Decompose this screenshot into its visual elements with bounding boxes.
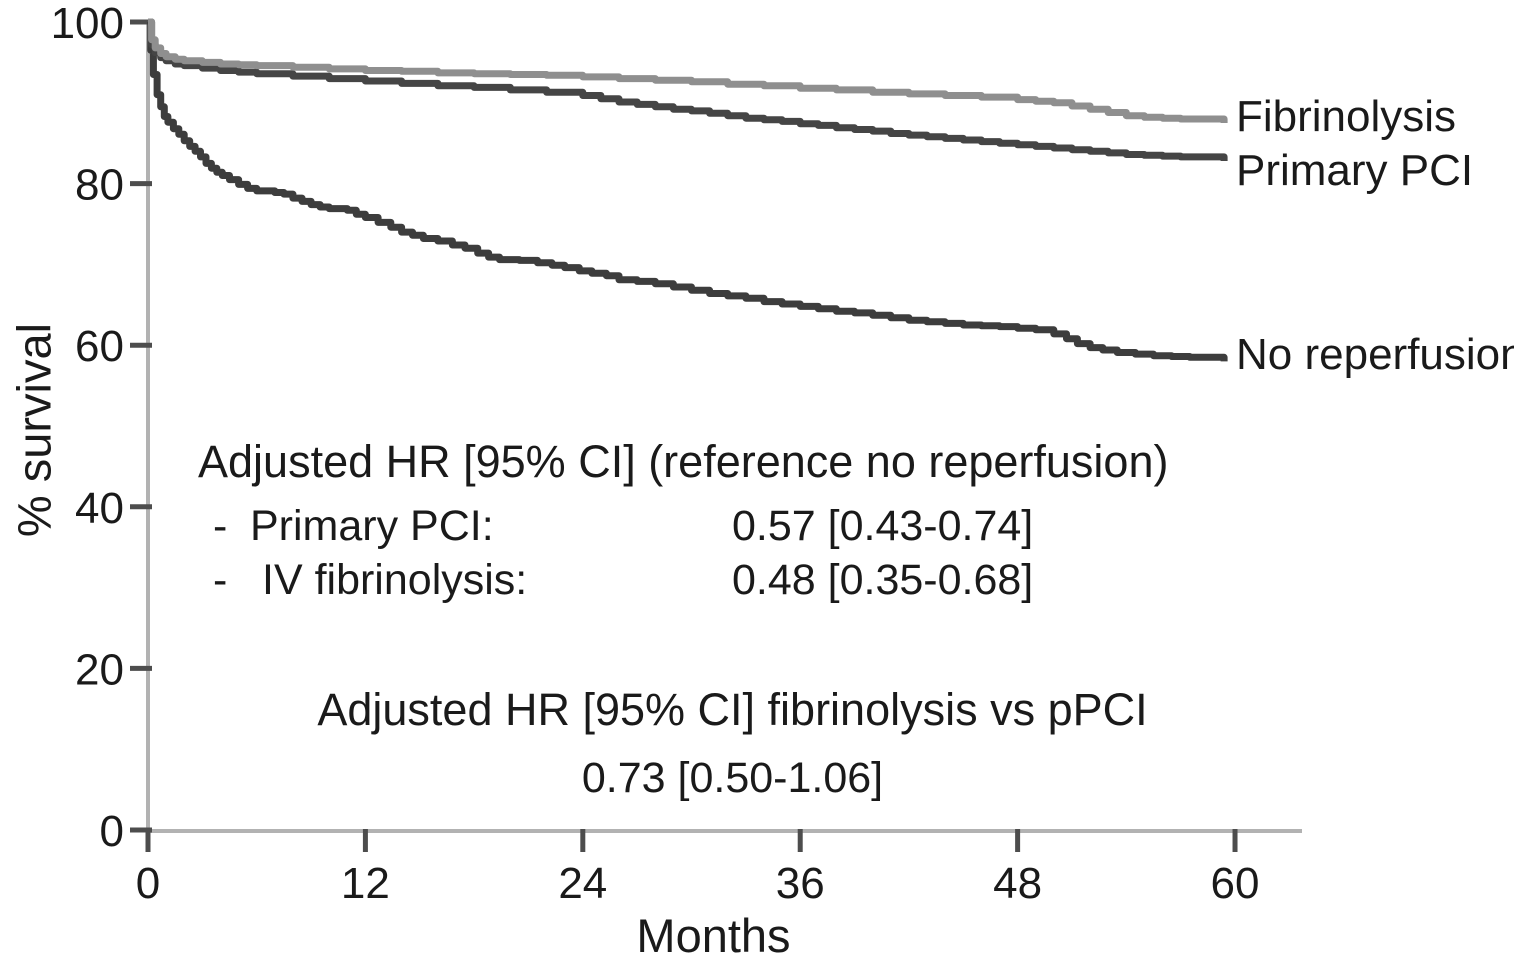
series-line-no-reperfusion	[147, 18, 1228, 362]
x-tick-label: 12	[341, 859, 390, 908]
x-tick-label: 24	[558, 859, 607, 908]
y-tick-label: 0	[100, 807, 124, 856]
legend-label-primary-pci: Primary PCI	[1236, 146, 1474, 195]
legend-label-no-reperfusion: No reperfusion	[1236, 330, 1514, 379]
x-tick-label: 36	[776, 859, 825, 908]
x-axis-title: Months	[636, 909, 791, 962]
hr-row-dash: -	[213, 556, 228, 604]
hr-comparison-block: Adjusted HR [95% CI] fibrinolysis vs pPC…	[150, 684, 1315, 803]
hr-comparison-value: 0.73 [0.50-1.06]	[581, 754, 884, 802]
y-tick-label: 80	[75, 161, 124, 210]
x-tick-label: 0	[136, 859, 160, 908]
hr-row-value: 0.48 [0.35-0.68]	[732, 556, 1034, 604]
series-line-primary-pci	[148, 18, 1228, 161]
hr-comparison-header: Adjusted HR [95% CI] fibrinolysis vs pPC…	[317, 684, 1148, 735]
y-tick-label: 20	[75, 645, 124, 694]
hr-row-label: Primary PCI:	[250, 502, 494, 550]
x-tick-label: 60	[1211, 859, 1260, 908]
y-axis-title: % survival	[7, 322, 61, 538]
hr-row-label: IV fibrinolysis:	[262, 556, 528, 604]
y-tick-label: 40	[75, 484, 124, 533]
y-tick-label: 100	[51, 0, 124, 48]
hr-reference-header: Adjusted HR [95% CI] (reference no reper…	[198, 436, 1169, 487]
y-tick-label: 60	[75, 322, 124, 371]
series-line-fibrinolysis	[148, 18, 1228, 123]
hr-row-dash: -	[213, 502, 228, 550]
hr-row-value: 0.57 [0.43-0.74]	[732, 502, 1034, 550]
legend-label-fibrinolysis: Fibrinolysis	[1236, 92, 1457, 141]
x-tick-label: 48	[993, 859, 1042, 908]
